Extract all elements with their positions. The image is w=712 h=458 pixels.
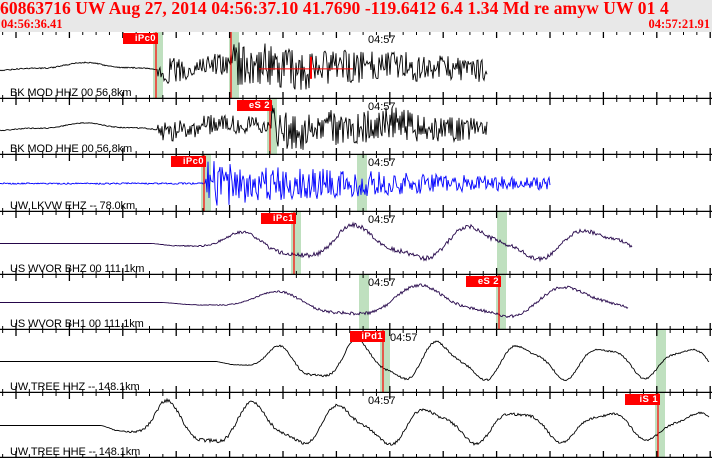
channel-label: UW LKVW EHZ -- 78.0km (10, 200, 136, 212)
amplitude-measure-marker[interactable] (259, 56, 353, 79)
pick-window-band (656, 330, 666, 393)
pick-phase-tag[interactable]: iPc1 (261, 213, 296, 224)
pick-phase-tag[interactable]: iPd1 (350, 331, 385, 342)
time-tick-label: 04:57 (368, 101, 396, 113)
pick-window-band (380, 330, 390, 393)
pick-window-band (359, 275, 369, 330)
pick-phase-tag[interactable]: iS 1 (625, 394, 660, 405)
time-tick-label: 04:57 (368, 34, 396, 46)
trace-panel[interactable]: UW TREE HHE -- 148.1km 04:57 iS 1 (0, 393, 712, 458)
trace-canvas (0, 32, 712, 99)
channel-label: BK MOD HHZ 00 56.8km (10, 87, 132, 99)
channel-label: US WVOR BH1 00 111.1km (10, 318, 144, 330)
trace-canvas (0, 212, 712, 275)
pick-window-band (497, 212, 507, 275)
pick-phase-tag[interactable]: iPc0 (123, 33, 158, 44)
pick-window-band (267, 99, 277, 155)
trace-panel[interactable]: UW LKVW EHZ -- 78.0km 04:57 iPc0 (0, 155, 712, 212)
trace-panel[interactable]: US WVOR BHZ 00 111.1km 04:57 iPc1 (0, 212, 712, 275)
channel-label: US WVOR BHZ 00 111.1km (10, 263, 145, 275)
pick-window-band (496, 275, 506, 330)
waveform-trace (0, 397, 710, 446)
time-tick-label: 04:57 (368, 214, 396, 226)
window-start-time: 04:56:36.41 (1, 17, 63, 31)
time-tick-label: 04:57 (368, 157, 396, 169)
trace-canvas (0, 99, 712, 155)
channel-label: UW TREE HHE -- 148.1km (10, 446, 141, 458)
window-end-time: 04:57:21.91 (648, 17, 710, 31)
waveform-trace (0, 161, 551, 206)
trace-panel[interactable]: BK MOD HHE 00 56.8km 04:57 eS 2 (0, 99, 712, 155)
time-tick-label: 04:57 (390, 332, 418, 344)
trace-panel[interactable]: UW TREE HHZ -- 148.1km 04:57 iPd1 (0, 330, 712, 393)
waveform-trace (0, 221, 633, 263)
event-header: 60863716 UW Aug 27, 2014 04:56:37.10 41.… (0, 0, 712, 32)
waveform-trace (0, 338, 710, 382)
channel-label: BK MOD HHE 00 56.8km (10, 143, 133, 155)
time-tick-label: 04:57 (368, 395, 396, 407)
pick-window-band (229, 32, 239, 99)
pick-phase-tag[interactable]: eS 2 (466, 276, 501, 287)
waveform-trace (0, 104, 488, 150)
trace-panel-stack[interactable]: BK MOD HHZ 00 56.8km 04:57 iPc0 BK MOD HHE … (0, 32, 712, 458)
trace-canvas (0, 275, 712, 330)
pick-window-band (153, 32, 163, 99)
pick-window-band (291, 212, 301, 275)
channel-label: UW TREE HHZ -- 148.1km (10, 381, 140, 393)
time-tick-label: 04:57 (368, 277, 396, 289)
trace-panel[interactable]: BK MOD HHZ 00 56.8km 04:57 iPc0 (0, 32, 712, 99)
trace-canvas (0, 155, 712, 212)
waveform-trace (0, 42, 488, 90)
event-title: 60863716 UW Aug 27, 2014 04:56:37.10 41.… (0, 0, 669, 18)
waveform-trace (0, 283, 629, 319)
pick-phase-tag[interactable]: iPc0 (171, 156, 206, 167)
pick-window-band (655, 393, 665, 458)
trace-panel[interactable]: US WVOR BH1 00 111.1km 04:57 eS 2 (0, 275, 712, 330)
pick-phase-tag[interactable]: eS 2 (237, 100, 272, 111)
